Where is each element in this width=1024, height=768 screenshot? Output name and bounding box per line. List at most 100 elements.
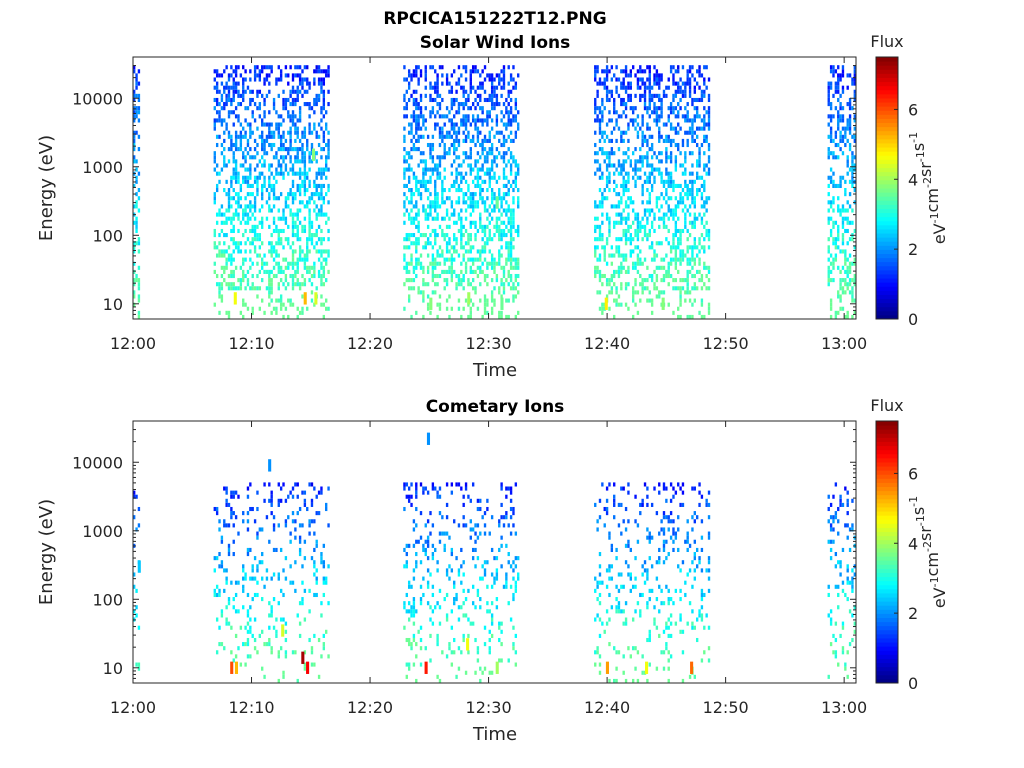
flux-cell (643, 208, 647, 213)
flux-cell (227, 114, 231, 119)
flux-cell (594, 118, 597, 123)
flux-cell (441, 196, 444, 201)
flux-cell (832, 138, 835, 143)
flux-cell (431, 85, 435, 90)
flux-cell (507, 245, 510, 250)
flux-cell (403, 147, 406, 152)
flux-cell (412, 89, 416, 94)
flux-cell (308, 151, 311, 156)
flux-cell (605, 568, 609, 573)
flux-cell (469, 122, 472, 127)
flux-cell (296, 97, 299, 103)
flux-cell (419, 110, 423, 115)
flux-cell (672, 179, 675, 184)
flux-cell (415, 130, 418, 135)
flux-cell (686, 73, 689, 78)
flux-cell (615, 65, 618, 70)
flux-cell (660, 650, 663, 655)
flux-cell (268, 192, 271, 197)
flux-cell (227, 200, 231, 205)
flux-cell (417, 241, 420, 246)
flux-cell (624, 601, 628, 606)
flux-cell (415, 494, 418, 499)
flux-cell (213, 228, 216, 234)
flux-cell (310, 196, 314, 201)
flux-cell (667, 85, 670, 90)
flux-cell (488, 134, 491, 139)
flux-cell (275, 167, 278, 172)
flux-cell (441, 192, 444, 197)
flux-cell (256, 93, 259, 98)
flux-cell (303, 216, 307, 221)
flux-cell (287, 224, 290, 229)
flux-cell (610, 576, 614, 581)
flux-cell (429, 192, 432, 197)
flux-cell (834, 89, 838, 94)
flux-cell (317, 196, 321, 201)
flux-cell (703, 106, 706, 111)
flux-cell (486, 216, 489, 221)
flux-cell (256, 286, 259, 291)
flux-cell (225, 261, 228, 266)
flux-cell (653, 253, 656, 258)
flux-cell (438, 588, 442, 593)
flux-cell (272, 306, 276, 311)
flux-cell (436, 196, 439, 201)
flux-cell (429, 633, 432, 638)
flux-cell (474, 547, 477, 552)
flux-cell (249, 241, 252, 246)
flux-cell (493, 171, 496, 176)
flux-cell (479, 73, 482, 78)
flux-cell (279, 77, 283, 82)
flux-cell (629, 237, 632, 242)
flux-cell (450, 273, 454, 279)
flux-cell (679, 97, 682, 103)
flux-cell (426, 253, 430, 258)
flux-cell (225, 65, 228, 70)
flux-cell (462, 515, 465, 520)
flux-cell (669, 155, 673, 160)
flux-cell (464, 69, 468, 74)
flux-cell (244, 286, 247, 291)
flux-cell (853, 261, 856, 266)
flux-cell (679, 249, 682, 254)
flux-cell (407, 662, 411, 667)
flux-cell (244, 662, 247, 667)
flux-cell (837, 142, 840, 148)
flux-cell (223, 588, 226, 593)
flux-cell (431, 106, 435, 111)
flux-cell (232, 511, 235, 516)
flux-cell (629, 73, 632, 78)
flux-cell (232, 97, 235, 103)
flux-cell (448, 216, 451, 221)
flux-cell (512, 118, 515, 123)
flux-cell (244, 273, 247, 279)
flux-cell (225, 498, 228, 503)
flux-cell (315, 539, 318, 544)
flux-cell (481, 85, 484, 90)
flux-cell (298, 200, 302, 205)
flux-cell (268, 241, 271, 246)
flux-cell (453, 245, 456, 250)
flux-cell (495, 228, 499, 234)
flux-cell (303, 556, 307, 561)
flux-cell (517, 310, 520, 315)
flux-cell (479, 183, 482, 188)
flux-cell (679, 302, 682, 307)
flux-cell (256, 253, 259, 258)
flux-cell (693, 89, 696, 94)
flux-cell (287, 97, 290, 103)
flux-cell (686, 286, 689, 291)
flux-cell (848, 237, 852, 242)
flux-cell (500, 110, 503, 115)
flux-cell (598, 228, 602, 234)
flux-cell (658, 171, 661, 176)
flux-cell (137, 666, 141, 671)
flux-cell (436, 171, 439, 176)
flux-cell (474, 118, 477, 123)
flux-cell (681, 253, 685, 258)
flux-cell (834, 106, 838, 111)
flux-cell (242, 77, 245, 82)
flux-cell (298, 506, 302, 512)
flux-cell (502, 183, 506, 188)
